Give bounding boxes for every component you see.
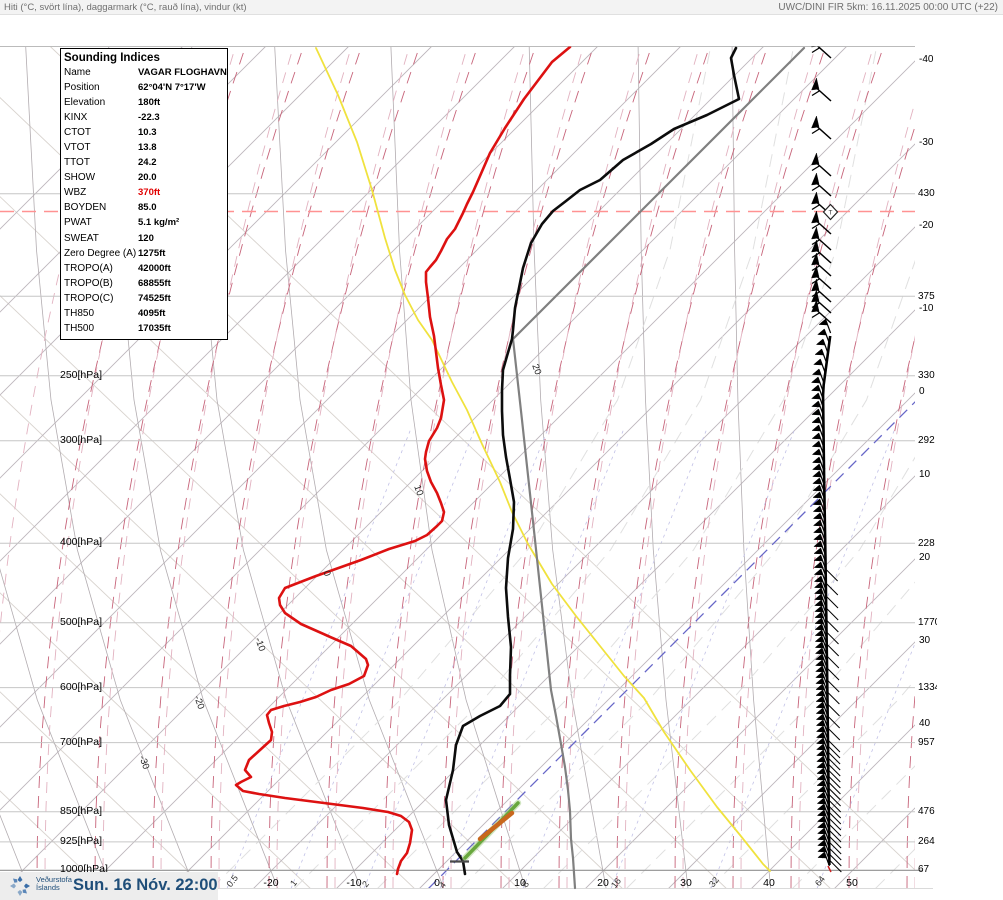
svg-text:T: T xyxy=(829,210,833,217)
